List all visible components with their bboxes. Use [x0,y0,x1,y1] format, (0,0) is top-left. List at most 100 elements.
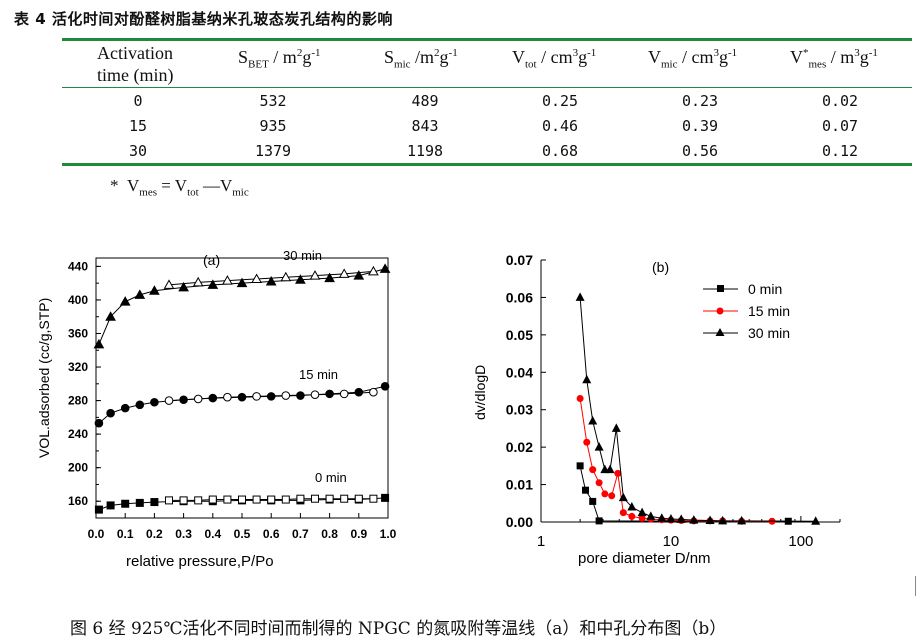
data-point [380,382,390,391]
data-point [105,311,116,321]
x-axis-label-a: relative pressure,P/Po [126,553,274,570]
y-tick-label-a: 240 [68,427,88,441]
y-tick-label-a: 280 [68,394,88,408]
data-point [178,281,189,292]
data-point [354,494,363,503]
data-point [368,265,379,276]
data-point [222,275,233,285]
data-point [265,275,277,286]
data-point [94,418,104,428]
table-bottom-rule [62,163,912,166]
y-axis-label-a: VOL.adsorbed (cc/g,STP) [36,298,52,458]
data-point [165,496,173,505]
data-point [339,389,349,399]
data-point [369,387,378,397]
panel-label-a: (a) [203,252,220,268]
x-tick-label-a: 0.1 [117,527,134,541]
data-point [135,498,144,507]
data-point [354,387,364,397]
cell-time: 0 [133,92,143,110]
data-point [325,494,334,503]
data-point [164,396,174,405]
data-point [150,397,159,407]
y-tick-label-a: 440 [68,259,88,273]
cell-sbet: 1379 [254,142,292,160]
cell-time: 30 [128,142,148,160]
header-vmes: V*mes / m3g-1 [790,47,878,71]
data-point [311,494,319,503]
series-label-15min: 15 min [299,367,338,382]
data-point [208,393,218,403]
data-point [121,499,130,508]
x-tick-label-a: 0.5 [234,527,251,541]
cell-vtot: 0.46 [541,117,579,135]
x-tick-label-a: 0.9 [350,527,367,541]
x-tick-label-a: 0.2 [146,527,163,541]
data-point [353,270,365,280]
data-point [251,273,262,283]
y-tick-label-a: 200 [68,461,88,475]
data-point [267,495,276,504]
data-point [193,394,203,404]
data-point [369,494,378,503]
y-tick-label-a: 360 [68,326,88,340]
header-smic: Smic /m2g-1 [384,47,458,71]
y-tick-label-a: 160 [68,494,88,508]
data-point [208,495,217,504]
x-tick-label-a: 0.0 [88,527,105,541]
data-point [223,392,232,402]
data-point [281,391,291,400]
table-header-rule [62,87,912,88]
header-activation-time: Activation time (min) [97,43,174,85]
data-point [134,289,146,299]
header-vmic: Vmic / cm3g-1 [648,47,738,71]
cell-sbet: 935 [259,117,287,135]
page-edge-mark [915,576,918,596]
cell-smic: 843 [411,117,439,135]
data-point [194,496,203,505]
data-point [149,285,160,295]
table-title: 表 4 活化时间对酚醛树脂基纳米孔玻态炭孔结构的影响 [14,10,393,28]
cell-vmes: 0.07 [821,117,859,135]
data-point [379,263,391,273]
header-sbet: SBET / m2g-1 [238,47,321,71]
x-tick-label-a: 0.6 [263,527,280,541]
data-point [192,276,204,287]
data-point [93,338,105,349]
data-point [135,400,145,410]
y-tick-label-a: 320 [68,360,88,374]
data-point [309,270,321,280]
data-point [223,495,232,504]
data-point [238,495,246,504]
x-tick-label-a: 1.0 [380,527,397,541]
data-point [150,498,159,507]
data-point [280,271,292,282]
x-tick-label-a: 0.4 [204,527,221,541]
cell-vmes: 0.12 [821,142,859,160]
data-point [338,268,350,278]
data-point [296,494,305,503]
x-tick-label-a: 0.8 [321,527,338,541]
table-top-rule [62,38,912,41]
cell-vmic: 0.23 [681,92,719,110]
data-point [94,505,103,514]
data-point [296,391,305,400]
data-point [252,392,261,401]
cell-time: 15 [128,117,148,135]
data-point [325,389,334,399]
data-point [236,277,248,288]
data-point [119,296,131,306]
data-point [163,279,175,289]
data-point [106,408,115,418]
figure-caption: 图 6 经 925℃活化不同时间而制得的 NPGC 的氮吸附等温线（a）和中孔分… [70,619,727,639]
data-point [266,392,276,401]
data-point [340,494,349,503]
x-tick-label-a: 0.7 [292,527,309,541]
data-point [106,501,115,510]
series-label-0min: 0 min [315,470,347,485]
data-point [381,493,390,502]
cell-smic: 1198 [406,142,444,160]
data-point [324,272,335,283]
header-vtot: Vtot / cm3g-1 [512,47,597,71]
